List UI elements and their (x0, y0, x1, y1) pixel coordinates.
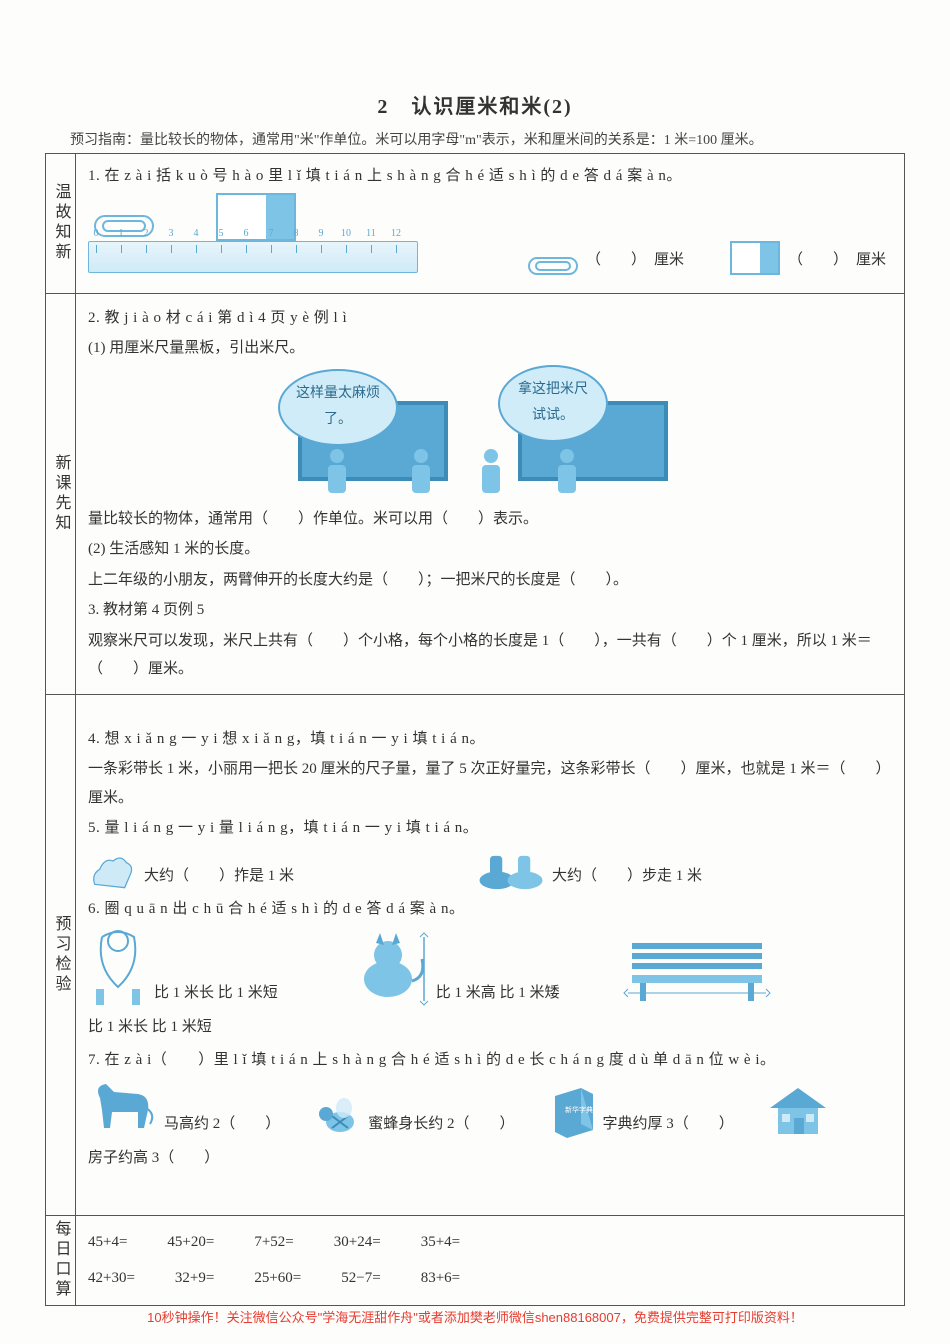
q5-feet-text: 大约（ ）步走 1 米 (552, 862, 702, 891)
q7-row: 马高约 2（ ） 蜜蜂身长约 2（ ） 新华字典 字典约厚 3（ ） 房子约高 … (88, 1078, 892, 1173)
section-2-content: 2. 教 j i à o 材 c á i 第 d ì 4 页 y è 例 l ì… (76, 294, 904, 694)
q6-rope-text: 比 1 米长 比 1 米短 (154, 979, 278, 1008)
arith-item: 45+4= (88, 1228, 127, 1257)
hand-icon (88, 851, 138, 891)
unit-cm-1: 厘米 (654, 246, 684, 275)
page-title: 2 认识厘米和米(2) (30, 90, 920, 119)
ruler-diagram: （ ） 厘米 （ ） 厘米 0123456789101112 (88, 195, 892, 285)
q2-line3: 观察米尺可以发现，米尺上共有（ ）个小格，每个小格的长度是 1（ ），一共有（ … (88, 627, 892, 684)
q6-bench-text: 比 1 米长 比 1 米短 (88, 1013, 212, 1042)
q2-line1: 量比较长的物体，通常用（ ）作单位。米可以用（ ）表示。 (88, 505, 892, 534)
jump-rope-icon (88, 927, 148, 1007)
section-4-content: 45+4= 45+20= 7+52= 30+24= 35+4= 42+30= 32+9= 2… (76, 1216, 904, 1305)
q6-prompt: 6. 圈 q u ā n 出 c h ū 合 h é 适 s h ì 的 d e… (88, 895, 892, 924)
feet-icon (476, 847, 546, 891)
unit-cm-2: 厘米 (856, 246, 886, 275)
q1-prompt: 1. 在 z à i 括 k u ò 号 h à o 里 l ǐ 填 t i á… (88, 162, 892, 191)
q7-horse-text: 马高约 2（ ） (164, 1110, 280, 1139)
eraser-on-ruler (216, 193, 296, 241)
q2-sub2: (2) 生活感知 1 米的长度。 (88, 535, 892, 564)
arith-item: 35+4= (421, 1228, 460, 1257)
section-1: 温故知新 1. 在 z à i 括 k u ò 号 h à o 里 l ǐ 填 … (46, 154, 904, 294)
q5-row: 大约（ ）拃是 1 米 大约（ ）步走 1 米 (88, 847, 892, 891)
eraser-blank (730, 241, 780, 275)
section-3-content: 4. 想 x i ǎ n g 一 y i 想 x i ǎ n g，填 t i á… (76, 695, 904, 1215)
q5-prompt: 5. 量 l i á n g 一 y i 量 l i á n g，填 t i á… (88, 814, 892, 843)
q6-row: 比 1 米长 比 1 米短 比 1 米高 比 1 米矮 比 1 米长 比 1 米… (88, 927, 892, 1042)
arith-item: 25+60= (254, 1264, 301, 1293)
q6-cat-text: 比 1 米高 比 1 米矮 (436, 979, 560, 1008)
blank-paren: （ ） (586, 246, 646, 275)
blank-paren-2: （ ） (788, 246, 848, 275)
speech-bubble-1: 这样量太麻烦了。 (278, 369, 398, 446)
ruler (88, 241, 418, 273)
horse-icon (88, 1078, 158, 1138)
worksheet-table: 温故知新 1. 在 z à i 括 k u ò 号 h à o 里 l ǐ 填 … (45, 153, 905, 1306)
section-4: 每日口算 45+4= 45+20= 7+52= 30+24= 35+4= 42+30= 3… (46, 1216, 904, 1305)
preview-guide: 预习指南：量比较长的物体，通常用"米"作单位。米可以用字母"m"表示，米和厘米间… (70, 129, 880, 149)
footer-promo: 10秒钟操作！关注微信公众号"学海无涯甜作舟"或者添加樊老师微信shen8816… (0, 1307, 950, 1326)
section-2: 新课先知 2. 教 j i à o 材 c á i 第 d ì 4 页 y è … (46, 294, 904, 695)
arith-item: 7+52= (254, 1228, 293, 1257)
q2-sub1: (1) 用厘米尺量黑板，引出米尺。 (88, 334, 892, 363)
q7-prompt: 7. 在 z à i（ ）里 l ǐ 填 t i á n 上 s h à n g… (88, 1046, 892, 1075)
section-1-label: 温故知新 (46, 154, 76, 293)
q4-line: 一条彩带长 1 米，小丽用一把长 20 厘米的尺子量，量了 5 次正好量完，这条… (88, 755, 892, 812)
q5-hand-text: 大约（ ）拃是 1 米 (144, 862, 294, 891)
section-3-label: 预习检验 (46, 695, 76, 1215)
arith-row-2: 42+30= 32+9= 25+60= 52−7= 83+6= (88, 1260, 892, 1297)
dictionary-icon: 新华字典 (547, 1084, 597, 1138)
arith-item: 42+30= (88, 1264, 135, 1293)
arith-item: 32+9= (175, 1264, 214, 1293)
arith-item: 45+20= (167, 1228, 214, 1257)
q2-prompt: 2. 教 j i à o 材 c á i 第 d ì 4 页 y è 例 l ì (88, 304, 892, 333)
arith-item: 52−7= (341, 1264, 380, 1293)
q2-line2: 上二年级的小朋友，两臂伸开的长度大约是（ ）；一把米尺的长度是（ ）。 (88, 566, 892, 595)
arith-item: 83+6= (421, 1264, 460, 1293)
q7-house-text: 房子约高 3（ ） (88, 1144, 219, 1173)
arith-item: 30+24= (334, 1228, 381, 1257)
section-1-content: 1. 在 z à i 括 k u ò 号 h à o 里 l ǐ 填 t i á… (76, 154, 904, 293)
student-1 (324, 449, 350, 499)
arith-row-1: 45+4= 45+20= 7+52= 30+24= 35+4= (88, 1224, 892, 1261)
student-2 (478, 449, 504, 499)
paperclip-blank (528, 257, 578, 275)
teacher (408, 449, 434, 499)
bee-icon (312, 1094, 362, 1138)
speech-bubble-2: 拿这把米尺试试。 (498, 365, 608, 442)
section-3: 预习检验 4. 想 x i ǎ n g 一 y i 想 x i ǎ n g，填 … (46, 695, 904, 1216)
bench-icon (622, 935, 772, 1007)
q4-prompt: 4. 想 x i ǎ n g 一 y i 想 x i ǎ n g，填 t i á… (88, 725, 892, 754)
q7-bee-text: 蜜蜂身长约 2（ ） (368, 1110, 514, 1139)
section-4-label: 每日口算 (46, 1216, 76, 1305)
section-2-label: 新课先知 (46, 294, 76, 694)
cat-icon (350, 929, 430, 1007)
house-icon (766, 1084, 830, 1138)
classroom-scene: 这样量太麻烦了。 拿这把米尺试试。 (88, 369, 892, 499)
student-3 (554, 449, 580, 499)
svg-text:新华字典: 新华字典 (565, 1105, 593, 1114)
q7-book-text: 字典约厚 3（ ） (603, 1110, 734, 1139)
q2-sub3: 3. 教材第 4 页例 5 (88, 596, 892, 625)
